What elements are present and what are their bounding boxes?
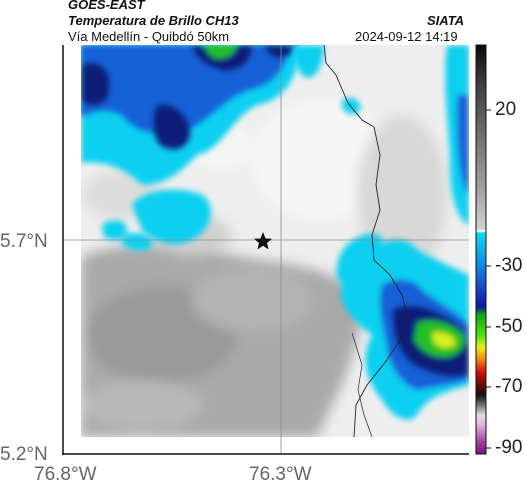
colorbar-label: -90 — [495, 437, 523, 458]
timestamp: 2024-09-12 14:19 — [355, 29, 458, 44]
river-line — [351, 332, 373, 438]
lon-tick-label: 76.3°W — [249, 464, 312, 485]
lat-tick-label: 5.2°N — [0, 444, 48, 465]
colorbar-label: -30 — [495, 255, 523, 276]
lon-tick-label: 76.8°W — [34, 464, 97, 485]
satellite-map — [62, 45, 474, 455]
location-star-marker — [254, 232, 272, 250]
brightness-temperature-field — [81, 45, 469, 437]
temperature-colorbar — [475, 44, 491, 455]
route-subtitle: Vía Medellín - Quibdó 50km — [68, 29, 230, 44]
colorbar-label: 20 — [495, 99, 517, 120]
colorbar-scale — [475, 44, 487, 455]
cold-cloud-south-east — [122, 233, 469, 420]
colorbar-label: -70 — [495, 376, 523, 397]
lat-tick-label: 5.7°N — [0, 231, 48, 252]
cold-cloud-north-east — [292, 45, 469, 225]
brand-label: SIATA — [427, 13, 465, 28]
department-border-line — [323, 45, 408, 438]
cold-cloud-north-west-core — [81, 45, 297, 150]
satellite-source: GOES-EAST — [68, 0, 145, 12]
colorbar-label: -50 — [495, 316, 523, 337]
product-title: Temperatura de Brillo CH13 — [68, 13, 239, 28]
